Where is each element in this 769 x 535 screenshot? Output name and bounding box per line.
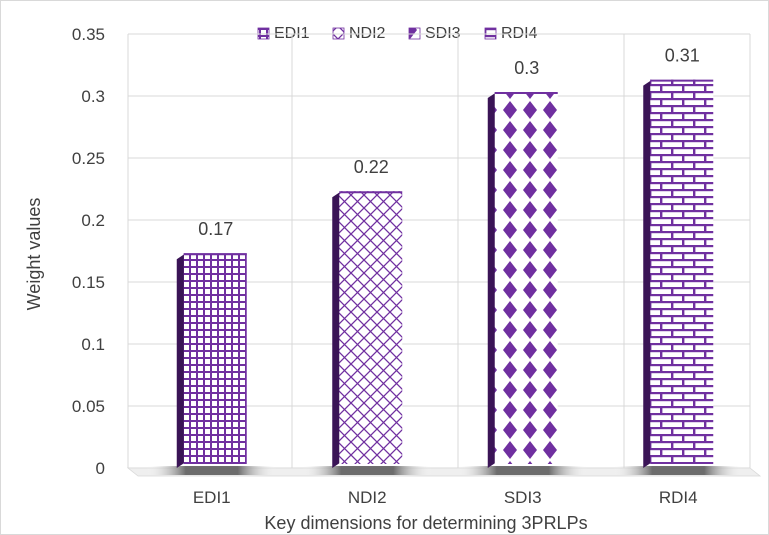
data-label: 0.22 bbox=[354, 157, 389, 177]
x-tick-label: SDI3 bbox=[504, 488, 542, 507]
x-tick-label: NDI2 bbox=[348, 488, 387, 507]
x-tick-labels: EDI1 NDI2 SDI3 RDI4 bbox=[193, 488, 698, 507]
bar-shadow bbox=[457, 466, 588, 475]
y-tick-label: 0.15 bbox=[72, 273, 105, 292]
y-tick-label: 0.3 bbox=[81, 87, 105, 106]
bar-shadow bbox=[302, 466, 433, 475]
bar-sdi3 bbox=[457, 92, 588, 475]
y-tick-label: 0 bbox=[96, 459, 105, 478]
data-label: 0.17 bbox=[198, 219, 233, 239]
y-axis-title: Weight values bbox=[24, 198, 44, 311]
bar-front-face bbox=[339, 191, 403, 464]
bar-rdi4 bbox=[613, 79, 744, 475]
y-tick-label: 0.35 bbox=[72, 25, 105, 44]
y-tick-label: 0.25 bbox=[72, 149, 105, 168]
bar-side-face bbox=[643, 79, 653, 468]
bar-ndi2 bbox=[302, 191, 433, 475]
bar-front-face bbox=[183, 253, 247, 464]
bar-side-face bbox=[176, 253, 186, 468]
bars bbox=[146, 79, 744, 475]
data-label: 0.31 bbox=[665, 46, 700, 66]
data-labels: 0.17 0.22 0.3 0.31 bbox=[198, 46, 700, 240]
bar-side-face bbox=[487, 92, 497, 468]
bar-shadow bbox=[613, 466, 744, 475]
y-tick-labels: 0 0.05 0.1 0.15 0.2 0.25 0.3 0.35 bbox=[72, 25, 105, 478]
data-label: 0.3 bbox=[514, 58, 539, 78]
bar-side-face bbox=[332, 191, 342, 468]
bar-front-face bbox=[494, 92, 558, 464]
bar-shadow bbox=[146, 466, 277, 475]
x-axis-title: Key dimensions for determining 3PRLPs bbox=[264, 513, 587, 533]
bar-front-face bbox=[650, 79, 714, 464]
y-tick-label: 0.2 bbox=[81, 211, 105, 230]
x-tick-label: RDI4 bbox=[659, 488, 698, 507]
y-tick-label: 0.05 bbox=[72, 397, 105, 416]
bar-edi1 bbox=[146, 253, 277, 475]
y-tick-label: 0.1 bbox=[81, 335, 105, 354]
x-tick-label: EDI1 bbox=[193, 488, 231, 507]
